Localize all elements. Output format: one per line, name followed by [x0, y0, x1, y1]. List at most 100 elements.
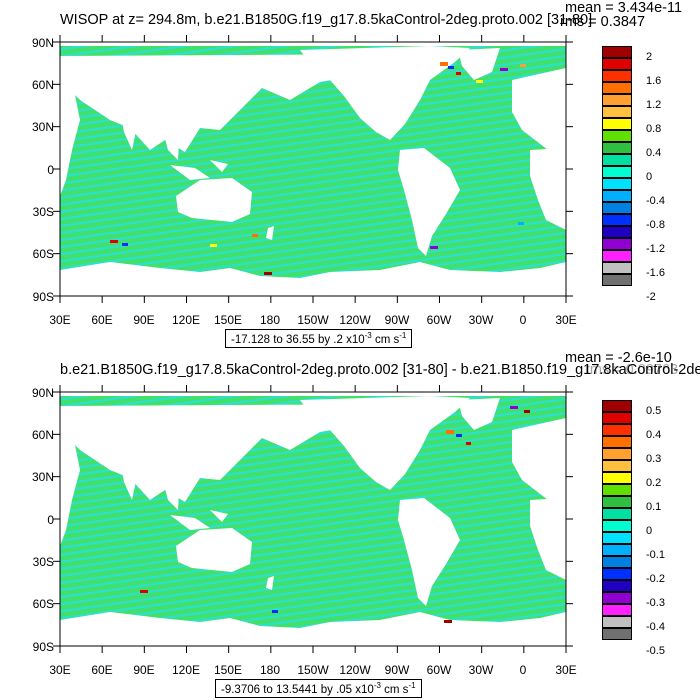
lon-label: 150E — [213, 313, 243, 327]
labelbar-label: 0.8 — [646, 123, 662, 135]
map-plot-area — [53, 35, 573, 303]
labelbar-box — [602, 460, 632, 472]
range-exponent: -3 — [373, 681, 381, 690]
labelbar-box — [602, 190, 632, 202]
land-mask — [60, 42, 566, 296]
labelbar-label: -0.8 — [646, 219, 665, 231]
labelbar-label: 0.4 — [646, 147, 662, 159]
lon-label: 60W — [426, 663, 452, 677]
labelbar-label: 1.6 — [646, 75, 662, 87]
labelbar-label: -0.4 — [646, 621, 665, 633]
labelbar-box — [602, 274, 632, 286]
contour-range-box: -9.3706 to 13.5441 by .05 x10-3 cm s-1 — [215, 679, 422, 698]
lat-label: 30N — [31, 120, 54, 134]
labelbar-box — [602, 424, 632, 436]
labelbar-box — [602, 472, 632, 484]
range-text: -17.128 to 36.55 by .2 x10 — [231, 333, 365, 346]
labelbar-label: 2 — [646, 51, 653, 63]
lon-label: 90W — [384, 313, 410, 327]
labelbar-box — [602, 166, 632, 178]
labelbar-label: 0.1 — [646, 501, 662, 513]
labelbar-label: -2 — [646, 291, 656, 303]
lat-label: 60N — [31, 78, 54, 92]
labelbar-box — [602, 262, 632, 274]
labelbar-box — [602, 94, 632, 106]
lat-label: 60N — [31, 428, 54, 442]
labelbar-box — [602, 508, 632, 520]
range-unit: cm s — [380, 683, 409, 696]
lon-label: 30E — [49, 663, 71, 677]
lon-label: 90W — [384, 663, 410, 677]
lon-label: 90E — [133, 313, 155, 327]
labelbar-box — [602, 628, 632, 640]
labelbar-box — [602, 130, 632, 142]
lon-label: 30W — [468, 663, 494, 677]
labelbar-box — [602, 412, 632, 424]
labelbar-box — [602, 202, 632, 214]
range-text: -9.3706 to 13.5441 by .05 x10 — [221, 683, 374, 696]
lat-label: 30S — [32, 205, 54, 219]
lat-label: 60S — [32, 597, 54, 611]
range-unit-exponent: -1 — [408, 681, 416, 690]
land-mask — [60, 392, 566, 646]
labelbar-box — [602, 520, 632, 532]
labelbar-box — [602, 46, 632, 58]
lon-label: 30E — [49, 313, 71, 327]
lon-label: 120W — [339, 313, 371, 327]
labelbar-label: -0.4 — [646, 195, 665, 207]
lon-label: 0 — [519, 663, 527, 677]
rms-stat: rms = 0.09763 — [585, 362, 679, 378]
lon-label: 150W — [297, 663, 329, 677]
labelbar-box — [602, 226, 632, 238]
labelbar-box — [602, 238, 632, 250]
lat-label: 30N — [31, 470, 54, 484]
labelbar-label: -1.6 — [646, 267, 665, 279]
labelbar-box — [602, 448, 632, 460]
labelbar-box — [602, 400, 632, 412]
map-title: b.e21.B1850G.f19_g17.8.5kaControl-2deg.p… — [60, 362, 700, 378]
anomaly-patches — [140, 406, 530, 623]
labelbar-box — [602, 556, 632, 568]
lon-label: 150E — [213, 663, 243, 677]
labelbar-label: -1.2 — [646, 243, 665, 255]
labelbar-box — [602, 592, 632, 604]
lat-label: 0 — [47, 513, 54, 527]
map-panel-2: b.e21.B1850G.f19_g17.8.5kaControl-2deg.p… — [0, 350, 700, 700]
labelbar-box — [602, 106, 632, 118]
labelbar-box — [602, 58, 632, 70]
labelbar-label: -0.3 — [646, 597, 665, 609]
labelbar-label: -0.1 — [646, 549, 665, 561]
labelbar-label: -0.5 — [646, 645, 665, 657]
lat-label: 90N — [31, 36, 54, 50]
lon-label: 60W — [426, 313, 452, 327]
lat-label: 90S — [32, 290, 54, 304]
labelbar-box — [602, 142, 632, 154]
labelbar-box — [602, 568, 632, 580]
lon-label: 180 — [259, 313, 281, 327]
lat-label: 90S — [32, 640, 54, 654]
lon-label: 0 — [519, 313, 527, 327]
labelbar-box — [602, 580, 632, 592]
labelbar-label: 0.5 — [646, 405, 662, 417]
mean-stat: mean = 3.434e-11 — [565, 0, 683, 16]
lon-label: 30W — [468, 313, 494, 327]
labelbar-box — [602, 70, 632, 82]
labelbar-box — [602, 604, 632, 616]
labelbar-box — [602, 250, 632, 262]
lon-label: 180 — [259, 663, 281, 677]
labelbar-box — [602, 616, 632, 628]
labelbar-label: -0.2 — [646, 573, 665, 585]
contour-range-box: -17.128 to 36.55 by .2 x10-3 cm s-1 — [225, 329, 413, 348]
lon-label: 60E — [91, 313, 113, 327]
labelbar-label: 0 — [646, 525, 653, 537]
labelbar-box — [602, 118, 632, 130]
labelbar-box — [602, 544, 632, 556]
lon-label: 150W — [297, 313, 329, 327]
lon-label: 90E — [133, 663, 155, 677]
labelbar-box — [602, 532, 632, 544]
labelbar-box — [602, 178, 632, 190]
map-plot-area — [53, 385, 573, 653]
lon-label: 60E — [91, 663, 113, 677]
range-unit-exponent: -1 — [399, 331, 407, 340]
labelbar-label: 0.2 — [646, 477, 662, 489]
